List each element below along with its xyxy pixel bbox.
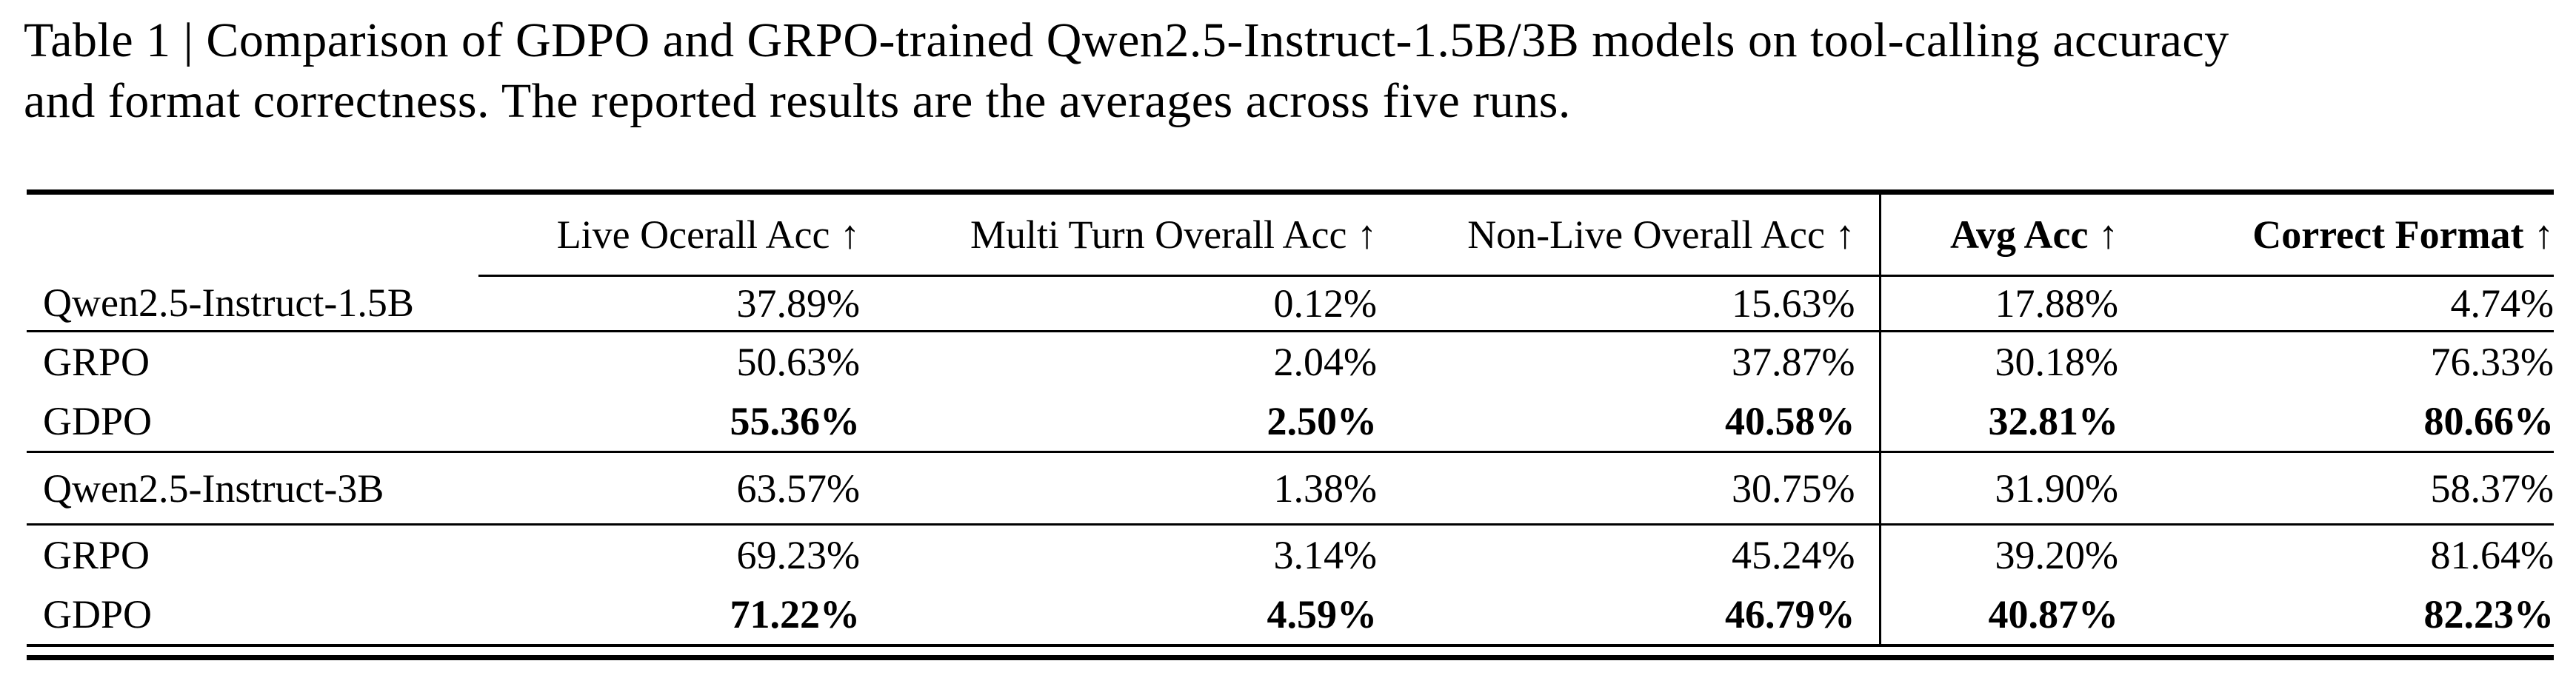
header-row: Live Ocerall Acc ↑ Multi Turn Overall Ac…	[27, 192, 2554, 277]
results-table: Live Ocerall Acc ↑ Multi Turn Overall Ac…	[27, 189, 2554, 644]
model-name-cell: GRPO	[43, 533, 150, 577]
value-cell: 30.18%	[1878, 331, 2124, 392]
value-cell: 71.22%	[730, 592, 861, 637]
value-cell: 45.24%	[1732, 533, 1855, 577]
row-qwen25-instruct-3b: Qwen2.5-Instruct-3B 63.57% 1.38% 30.75% …	[27, 452, 2554, 526]
row-qwen25-instruct-1-5b: Qwen2.5-Instruct-1.5B 37.89% 0.12% 15.63…	[27, 275, 2554, 332]
value-cell: 2.50%	[860, 392, 1377, 453]
value-cell: 58.37%	[2124, 452, 2554, 526]
value-cell: 0.12%	[860, 275, 1377, 332]
table-caption: Table 1 | Comparison of GDPO and GRPO-tr…	[24, 10, 2554, 132]
row-gdpo-1-5b: GDPO 55.36% 2.50% 40.58% 32.81% 80.66%	[27, 392, 2554, 453]
col-header-live-ocerall-acc: Live Ocerall Acc ↑	[478, 192, 860, 277]
col-header-avg-acc: Avg Acc ↑	[1878, 192, 2124, 277]
value-cell: 40.58%	[1377, 392, 1880, 453]
value-cell: 15.63%	[1377, 275, 1880, 332]
table-bottom-double-rule	[27, 644, 2554, 660]
model-name-cell: GRPO	[43, 340, 150, 384]
value-cell: 40.87%	[1878, 585, 2124, 644]
paper-table-figure: Table 1 | Comparison of GDPO and GRPO-tr…	[0, 10, 2576, 660]
value-cell: 80.66%	[2124, 392, 2554, 453]
value-cell: 3.14%	[1273, 533, 1377, 577]
value-cell: 4.59%	[1267, 592, 1378, 637]
value-cell: 81.64%	[2430, 533, 2554, 577]
value-cell: 37.89%	[478, 275, 860, 332]
caption-line-1: Table 1 | Comparison of GDPO and GRPO-tr…	[24, 13, 2229, 67]
value-cell: 37.87%	[1732, 340, 1855, 384]
value-cell: 50.63%	[736, 340, 860, 384]
value-cell: 55.36%	[478, 392, 860, 453]
value-cell: 4.74%	[2124, 275, 2554, 332]
value-cell: 39.20%	[1878, 524, 2124, 585]
value-cell: 46.79%	[1725, 592, 1855, 637]
model-name-cell: Qwen2.5-Instruct-1.5B	[27, 275, 478, 332]
value-cell: 17.88%	[1878, 275, 2124, 332]
value-cell: 76.33%	[2430, 340, 2554, 384]
value-cell: 1.38%	[860, 452, 1377, 526]
value-cell: 32.81%	[1878, 392, 2124, 453]
row-grpo-3b: GRPO 69.23% 3.14% 45.24% 39.20% 81.64%	[27, 524, 2554, 585]
caption-line-2: and format correctness. The reported res…	[24, 74, 1571, 128]
value-cell: 30.75%	[1377, 452, 1880, 526]
value-cell: 31.90%	[1878, 452, 2124, 526]
row-grpo-1-5b: GRPO 50.63% 2.04% 37.87% 30.18% 76.33%	[27, 331, 2554, 392]
value-cell: 2.04%	[1273, 340, 1377, 384]
value-cell: 69.23%	[736, 533, 860, 577]
col-header-multi-turn-overall-acc: Multi Turn Overall Acc ↑	[860, 192, 1377, 277]
model-name-cell: Qwen2.5-Instruct-3B	[27, 452, 478, 526]
row-gdpo-3b: GDPO 71.22% 4.59% 46.79% 40.87% 82.23%	[27, 585, 2554, 644]
model-name-cell: GDPO	[27, 392, 478, 453]
model-name-cell: GDPO	[43, 592, 153, 637]
col-header-non-live-overall-acc: Non-Live Overall Acc ↑	[1377, 192, 1880, 277]
value-cell: 82.23%	[2423, 592, 2555, 637]
value-cell: 63.57%	[478, 452, 860, 526]
col-header-correct-format: Correct Format ↑	[2124, 192, 2554, 277]
col-header-blank	[27, 192, 478, 276]
